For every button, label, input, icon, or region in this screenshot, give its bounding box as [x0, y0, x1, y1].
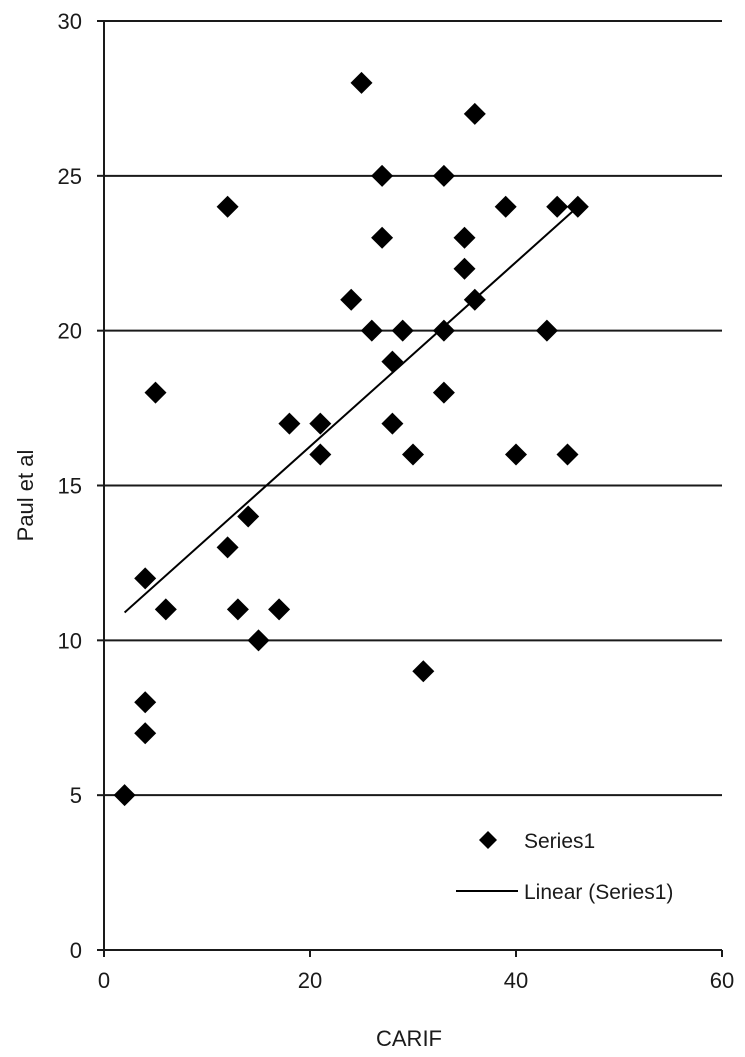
data-point-27: [432, 381, 455, 404]
data-point-6: [216, 195, 239, 218]
data-point-36: [556, 443, 579, 466]
data-point-9: [237, 505, 260, 528]
data-point-30: [463, 102, 486, 125]
x-tick-label-60: 60: [710, 968, 734, 993]
y-tick-label-25: 25: [58, 164, 82, 189]
trendline: [123, 206, 579, 614]
data-point-2: [134, 691, 157, 714]
data-point-20: [381, 350, 404, 373]
data-point-22: [391, 319, 414, 342]
axes: [97, 20, 723, 957]
data-point-10: [247, 629, 270, 652]
legend: Series1 Linear (Series1): [456, 830, 673, 904]
data-point-32: [494, 195, 517, 218]
trendline-layer: [123, 206, 579, 614]
data-point-13: [309, 412, 332, 435]
data-point-15: [340, 288, 363, 311]
data-point-21: [381, 412, 404, 435]
tick-labels: 0 5 10 15 20 25 30 0 20 40 60: [58, 9, 735, 993]
x-tick-label-40: 40: [504, 968, 528, 993]
y-tick-label-0: 0: [70, 938, 82, 963]
y-tick-label-15: 15: [58, 474, 82, 499]
x-axis-title: CARIF: [376, 1026, 442, 1051]
data-point-7: [216, 536, 239, 559]
data-point-19: [371, 226, 394, 249]
data-point-29: [453, 257, 476, 280]
data-point-14: [309, 443, 332, 466]
data-point-1: [134, 722, 157, 745]
data-point-17: [360, 319, 383, 342]
x-tick-label-20: 20: [298, 968, 322, 993]
y-axis-title: Paul et al: [13, 450, 38, 542]
legend-series1-label: Series1: [524, 830, 595, 853]
y-tick-label-30: 30: [58, 9, 82, 34]
data-point-3: [134, 567, 157, 590]
data-point-23: [402, 443, 424, 466]
gridlines: [104, 20, 722, 797]
data-point-0: [113, 784, 136, 807]
data-point-16: [350, 71, 373, 94]
y-tick-label-5: 5: [70, 783, 82, 808]
data-point-35: [546, 195, 569, 218]
data-point-31: [463, 288, 486, 311]
data-point-24: [412, 660, 435, 683]
x-tick-label-0: 0: [98, 968, 110, 993]
data-point-12: [278, 412, 301, 435]
data-point-4: [144, 381, 167, 404]
y-tick-label-20: 20: [58, 319, 82, 344]
data-point-26: [432, 319, 455, 342]
data-point-34: [535, 319, 558, 342]
legend-trendline-label: Linear (Series1): [524, 881, 673, 904]
data-point-11: [268, 598, 291, 621]
data-point-18: [371, 164, 394, 187]
data-point-25: [432, 164, 455, 187]
data-point-5: [154, 598, 177, 621]
data-point-28: [453, 226, 476, 249]
data-points: [113, 71, 589, 807]
data-point-33: [505, 443, 527, 466]
data-point-37: [566, 195, 589, 218]
data-point-8: [226, 598, 249, 621]
y-tick-label-10: 10: [58, 628, 82, 653]
legend-series1-marker: [479, 831, 497, 849]
